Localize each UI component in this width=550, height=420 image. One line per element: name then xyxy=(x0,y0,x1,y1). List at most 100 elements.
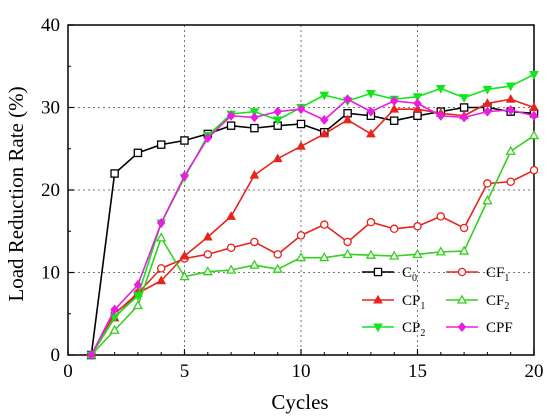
data-point xyxy=(179,271,190,281)
legend-label: C0 xyxy=(402,265,417,284)
series-layer xyxy=(86,71,540,361)
data-point xyxy=(202,231,213,241)
data-point xyxy=(459,223,469,233)
data-point xyxy=(506,177,515,186)
data-point xyxy=(459,103,469,112)
data-point xyxy=(156,140,166,149)
x-tick-label: 0 xyxy=(63,361,73,382)
legend-marker xyxy=(457,322,467,332)
data-point xyxy=(273,106,282,117)
data-point xyxy=(156,218,166,228)
x-tick-label: 15 xyxy=(408,361,427,382)
legend-label: CPF xyxy=(486,320,513,336)
data-point xyxy=(482,195,493,205)
series-cf1 xyxy=(87,165,539,360)
data-point xyxy=(179,250,190,260)
data-point xyxy=(133,279,143,290)
data-point xyxy=(529,165,539,175)
data-point xyxy=(250,123,259,133)
data-point xyxy=(458,245,470,255)
data-point xyxy=(412,103,423,113)
data-point xyxy=(202,266,213,276)
data-point xyxy=(506,105,515,115)
data-point xyxy=(436,110,446,121)
data-point xyxy=(226,243,236,252)
data-point xyxy=(296,119,306,129)
data-point xyxy=(132,299,144,310)
data-point xyxy=(319,91,330,101)
data-point xyxy=(482,85,493,95)
legend-marker xyxy=(373,267,383,277)
y-tick-label: 20 xyxy=(41,180,60,201)
y-tick-label: 0 xyxy=(51,345,61,366)
data-point xyxy=(342,114,353,124)
data-point xyxy=(156,232,167,242)
data-point xyxy=(180,136,189,145)
legend-entry-cf2: CF2 xyxy=(446,293,509,312)
legend-entry-cp1: CP1 xyxy=(362,293,425,312)
y-tick-label: 30 xyxy=(41,98,60,119)
legend: C0 CF1 CP1 CF2 CP2 CPF xyxy=(362,265,513,339)
data-point xyxy=(180,171,189,181)
data-point xyxy=(296,231,306,240)
x-axis-title: Cycles xyxy=(271,390,328,414)
series-cf2 xyxy=(86,130,540,359)
data-point xyxy=(412,93,423,103)
data-point xyxy=(366,89,376,99)
data-point xyxy=(250,112,259,123)
data-point xyxy=(412,248,423,259)
y-tick-label: 40 xyxy=(41,15,60,36)
data-point xyxy=(296,104,306,115)
series-line xyxy=(90,98,535,356)
data-point xyxy=(483,106,492,117)
axes: 0 5 10 15 20 0 10 20 30 40 xyxy=(41,15,544,382)
x-tick-label: 10 xyxy=(292,361,311,382)
data-point xyxy=(389,95,399,106)
legend-entry-cf1: CF1 xyxy=(446,265,509,284)
data-point xyxy=(505,94,516,103)
data-point xyxy=(435,85,446,94)
data-point xyxy=(529,102,539,111)
data-point xyxy=(529,71,539,80)
x-tick-label: 5 xyxy=(180,361,190,382)
series-cpf xyxy=(87,94,539,360)
data-point xyxy=(366,106,376,117)
data-point xyxy=(342,248,353,259)
data-point xyxy=(505,145,516,155)
data-point xyxy=(482,98,493,107)
legend-label: CF2 xyxy=(486,293,509,312)
legend-label: CF1 xyxy=(486,265,509,284)
data-point xyxy=(413,111,422,121)
series-line xyxy=(90,134,535,356)
data-point xyxy=(226,121,236,130)
series-cp1 xyxy=(86,94,539,359)
data-point xyxy=(413,222,422,231)
data-point xyxy=(249,108,260,117)
data-point xyxy=(483,179,492,188)
data-point xyxy=(320,220,329,229)
data-point xyxy=(109,324,120,334)
data-point xyxy=(156,275,167,285)
data-point xyxy=(225,264,237,274)
data-point xyxy=(203,250,213,259)
data-point xyxy=(413,98,422,109)
data-point xyxy=(320,114,329,125)
data-point xyxy=(110,169,119,178)
data-point xyxy=(226,110,236,121)
data-point xyxy=(389,224,399,234)
data-point xyxy=(156,264,166,273)
data-point xyxy=(343,94,352,105)
legend-entry-cp2: CP2 xyxy=(362,320,425,339)
y-axis-title: Load Reduction Rate (%) xyxy=(4,86,28,301)
x-tick-label: 20 xyxy=(525,361,544,382)
data-point xyxy=(110,304,119,315)
data-point xyxy=(389,103,400,113)
y-tick-label: 10 xyxy=(41,263,60,284)
data-point xyxy=(87,350,96,360)
data-point xyxy=(319,252,330,262)
data-point xyxy=(133,292,143,301)
data-point xyxy=(273,250,282,259)
data-point xyxy=(389,116,399,125)
data-point xyxy=(295,252,307,262)
